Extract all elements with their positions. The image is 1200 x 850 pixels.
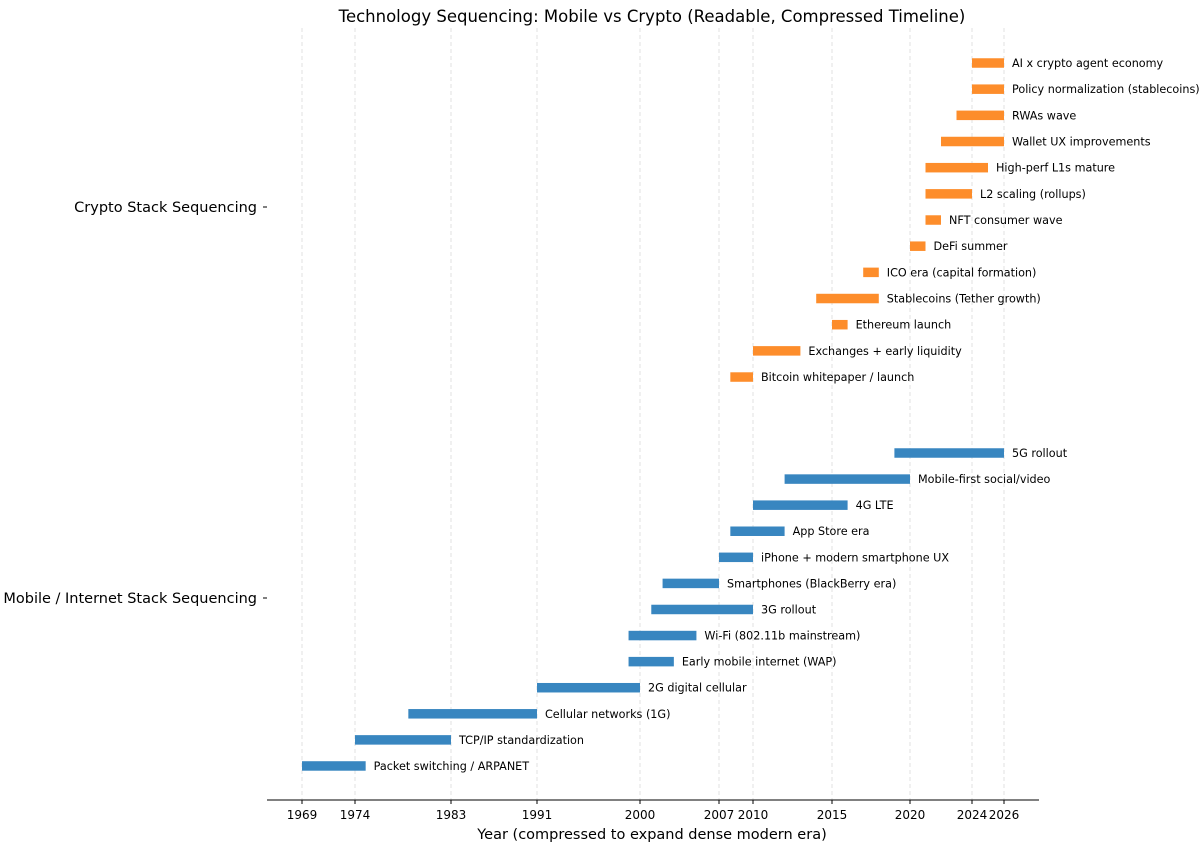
bar-label-ethereum-launch: Ethereum launch: [856, 319, 952, 332]
bar-iphone-modern-smartphone-ux: [719, 552, 753, 563]
bar-label-wi-fi-802-11b-mainstream: Wi-Fi (802.11b mainstream): [704, 630, 860, 643]
bar-exchanges-early-liquidity: [753, 346, 801, 356]
bar-label-cellular-networks-1g: Cellular networks (1G): [545, 708, 670, 721]
x-tick-label-2010: 2010: [738, 808, 769, 822]
bar-label-packet-switching-arpanet: Packet switching / ARPANET: [374, 760, 530, 773]
x-tick-label-2015: 2015: [817, 808, 848, 822]
bar-cellular-networks-1g: [408, 709, 537, 719]
bar-label-bitcoin-whitepaper-launch: Bitcoin whitepaper / launch: [761, 371, 914, 384]
x-tick-label-1991: 1991: [522, 808, 553, 822]
bar-label-ai-x-crypto-agent-economy: AI x crypto agent economy: [1012, 57, 1164, 70]
bar-label-exchanges-early-liquidity: Exchanges + early liquidity: [808, 345, 962, 358]
bar-3g-rollout: [651, 604, 753, 615]
grid-lines: [301, 28, 1005, 800]
x-tick-label-2020: 2020: [895, 808, 926, 822]
bar-label-iphone-modern-smartphone-ux: iPhone + modern smartphone UX: [761, 551, 949, 564]
bar-4g-lte: [753, 500, 848, 510]
x-tick-label-2026: 2026: [989, 808, 1020, 822]
bar-label-stablecoins-tether-growth: Stablecoins (Tether growth): [887, 293, 1041, 306]
bar-stablecoins-tether-growth: [816, 293, 879, 304]
bar-ethereum-launch: [832, 319, 848, 330]
axes: 1969 1974 1983 1991 2000 2007 2010 2015 2020 2024…: [3, 200, 1039, 822]
bar-l2-scaling-rollups: [925, 189, 972, 199]
x-tick-label-2000: 2000: [625, 808, 656, 822]
bar-wi-fi-802-11b-mainstream: [628, 630, 697, 641]
bar-label-defi-summer: DeFi summer: [934, 240, 1008, 253]
x-tick-label-1969: 1969: [287, 808, 318, 822]
x-tick-label-1983: 1983: [436, 808, 467, 822]
bar-early-mobile-internet-wap: [628, 656, 674, 667]
bar-label-2g-digital-cellular: 2G digital cellular: [648, 682, 747, 695]
bar-high-perf-l1s-mature: [925, 162, 988, 173]
bar-mobile-first-social-video: [784, 474, 910, 484]
bar-label-smartphones-blackberry-era: Smartphones (BlackBerry era): [727, 577, 896, 590]
chart-title: Technology Sequencing: Mobile vs Crypto …: [338, 7, 966, 26]
bar-label-nft-consumer-wave: NFT consumer wave: [949, 214, 1063, 227]
bars-layer: AI x crypto agent economy Policy normaliz…: [302, 57, 1200, 773]
bar-label-ico-era-capital-formation: ICO era (capital formation): [887, 266, 1037, 279]
bar-policy-normalization-stablecoins: [972, 84, 1004, 94]
x-tick-label-1974: 1974: [340, 808, 371, 822]
bar-label-mobile-first-social-video: Mobile-first social/video: [918, 473, 1051, 486]
bar-nft-consumer-wave: [925, 215, 941, 225]
bar-smartphones-blackberry-era: [662, 578, 719, 589]
bar-ico-era-capital-formation: [863, 267, 879, 278]
bar-label-l2-scaling-rollups: L2 scaling (rollups): [980, 188, 1086, 201]
category-label-crypto-stack-sequencing: Crypto Stack Sequencing: [74, 200, 257, 216]
bar-rwas-wave: [956, 110, 1004, 121]
bar-defi-summer: [910, 241, 926, 251]
bar-app-store-era: [730, 526, 785, 536]
bar-tcp-ip-standardization: [355, 735, 451, 745]
x-tick-label-2024: 2024: [957, 808, 988, 822]
bar-label-4g-lte: 4G LTE: [856, 499, 894, 512]
bar-label-early-mobile-internet-wap: Early mobile internet (WAP): [682, 656, 837, 669]
bar-packet-switching-arpanet: [302, 761, 366, 771]
bar-label-3g-rollout: 3G rollout: [761, 603, 817, 616]
bar-label-5g-rollout: 5G rollout: [1012, 447, 1068, 460]
bar-label-tcp-ip-standardization: TCP/IP standardization: [458, 734, 584, 747]
bar-bitcoin-whitepaper-launch: [730, 372, 753, 382]
bar-label-policy-normalization-stablecoins: Policy normalization (stablecoins): [1012, 83, 1200, 96]
bar-wallet-ux-improvements: [941, 136, 1004, 147]
bar-5g-rollout: [894, 448, 1004, 458]
bar-2g-digital-cellular: [537, 682, 640, 693]
bar-label-rwas-wave: RWAs wave: [1012, 109, 1076, 122]
bar-label-app-store-era: App Store era: [793, 525, 870, 538]
bar-ai-x-crypto-agent-economy: [972, 58, 1004, 68]
category-label-mobile-internet-stack-sequencing: Mobile / Internet Stack Sequencing: [3, 591, 257, 607]
bar-label-wallet-ux-improvements: Wallet UX improvements: [1012, 136, 1151, 149]
bar-label-high-perf-l1s-mature: High-perf L1s mature: [996, 162, 1115, 175]
x-axis-label: Year (compressed to expand dense modern …: [476, 827, 827, 843]
x-tick-label-2007: 2007: [704, 808, 735, 822]
